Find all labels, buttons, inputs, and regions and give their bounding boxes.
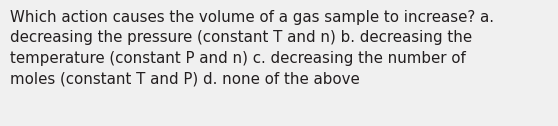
Text: Which action causes the volume of a gas sample to increase? a.
decreasing the pr: Which action causes the volume of a gas … xyxy=(10,10,494,86)
